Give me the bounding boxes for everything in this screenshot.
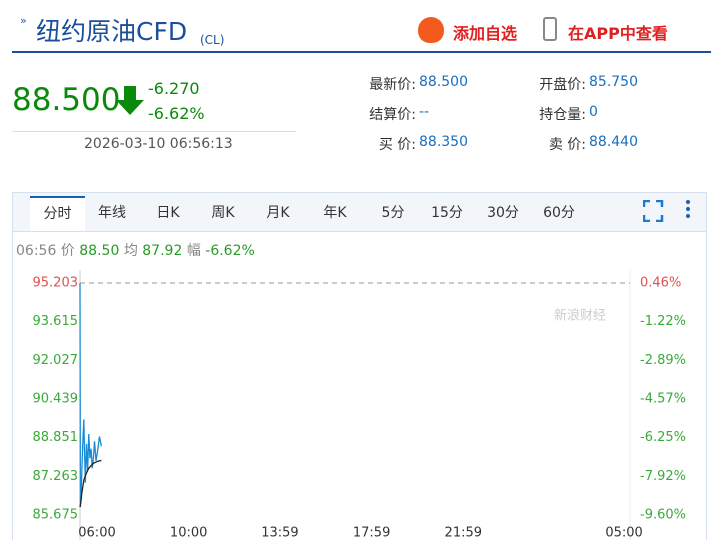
add-watch[interactable]: 添加自选 (453, 24, 518, 43)
y2-tick-label: -4.57% (640, 392, 686, 407)
y-tick-label: 88.851 (33, 430, 79, 445)
y-tick-label: 93.615 (33, 314, 79, 329)
chart-panel (12, 192, 707, 540)
y2-tick-label: -6.25% (640, 430, 686, 445)
title: 纽约原油CFD (36, 17, 188, 46)
info-line: 06:56 价 88.50 均 87.92 幅 -6.62% (16, 240, 255, 260)
code: (CL) (200, 33, 225, 47)
stat-label: 买 价: (378, 137, 416, 153)
change-pct: -6.62% (148, 104, 205, 123)
x-tick-label: 13:59 (261, 526, 298, 540)
tab[interactable]: 30分 (487, 205, 519, 221)
info-label: 均 (123, 243, 138, 259)
x-tick-label: 05:00 (605, 526, 642, 540)
y2-tick-label: -7.92% (640, 469, 686, 484)
tab[interactable]: 日K (156, 205, 180, 221)
tab[interactable]: 周K (211, 205, 235, 221)
tab[interactable]: 5分 (381, 205, 405, 221)
info-label: 价 (60, 243, 75, 259)
price-line (79, 459, 102, 508)
x-tick-label: 17:59 (353, 526, 390, 540)
info-value: 88.50 (79, 243, 120, 259)
stat-value: 88.500 (419, 74, 468, 90)
quote-time: 2026-03-10 06:56:13 (84, 136, 233, 152)
stat-label: 持仓量: (539, 107, 586, 123)
tab-bar (13, 193, 706, 232)
stat-value: 85.750 (589, 74, 638, 90)
y2-tick-label: 0.46% (640, 276, 681, 291)
tab[interactable]: 月K (266, 205, 290, 221)
tab[interactable]: 分时 (30, 196, 85, 231)
open-app[interactable]: 在APP中查看 (568, 24, 668, 43)
info-time: 06:56 (16, 243, 57, 259)
info-label: 幅 (186, 243, 201, 259)
stat-label: 卖 价: (548, 137, 586, 153)
y-tick-label: 85.675 (33, 508, 79, 523)
y-tick-label: 87.263 (33, 469, 79, 484)
stat-value: 88.350 (419, 134, 468, 150)
watermark: 新浪财经 (554, 308, 606, 324)
y2-tick-label: -9.60% (640, 508, 686, 523)
divider (12, 131, 296, 132)
header-line (12, 51, 711, 53)
y-tick-label: 92.027 (33, 353, 79, 368)
x-tick-label: 06:00 (78, 526, 115, 540)
change: -6.270 (148, 79, 200, 98)
tab[interactable]: 15分 (431, 205, 463, 221)
stat-label: 最新价: (369, 77, 416, 93)
y2-tick-label: -2.89% (640, 353, 686, 368)
fire-icon (418, 17, 444, 43)
x-tick-label: 21:59 (445, 526, 482, 540)
y-tick-label: 90.439 (33, 392, 79, 407)
phone-icon (543, 17, 557, 41)
stat-label: 结算价: (369, 107, 416, 123)
stat-value: -- (419, 104, 430, 120)
stat-label: 开盘价: (539, 77, 586, 93)
tool-icons (643, 200, 690, 222)
price-line (79, 282, 103, 508)
bullet: » (20, 14, 27, 27)
price: 88.500 (12, 82, 121, 118)
y2-tick-label: -1.22% (640, 314, 686, 329)
y-tick-label: 95.203 (33, 276, 79, 291)
down-arrow (116, 86, 144, 115)
tab[interactable]: 年K (323, 205, 347, 221)
stat-value: 0 (589, 104, 598, 120)
x-tick-label: 10:00 (170, 526, 207, 540)
tab[interactable]: 60分 (543, 205, 575, 221)
stat-value: 88.440 (589, 134, 638, 150)
tab[interactable]: 年线 (98, 205, 126, 221)
info-value: -6.62% (205, 243, 255, 259)
info-value: 87.92 (142, 243, 183, 259)
